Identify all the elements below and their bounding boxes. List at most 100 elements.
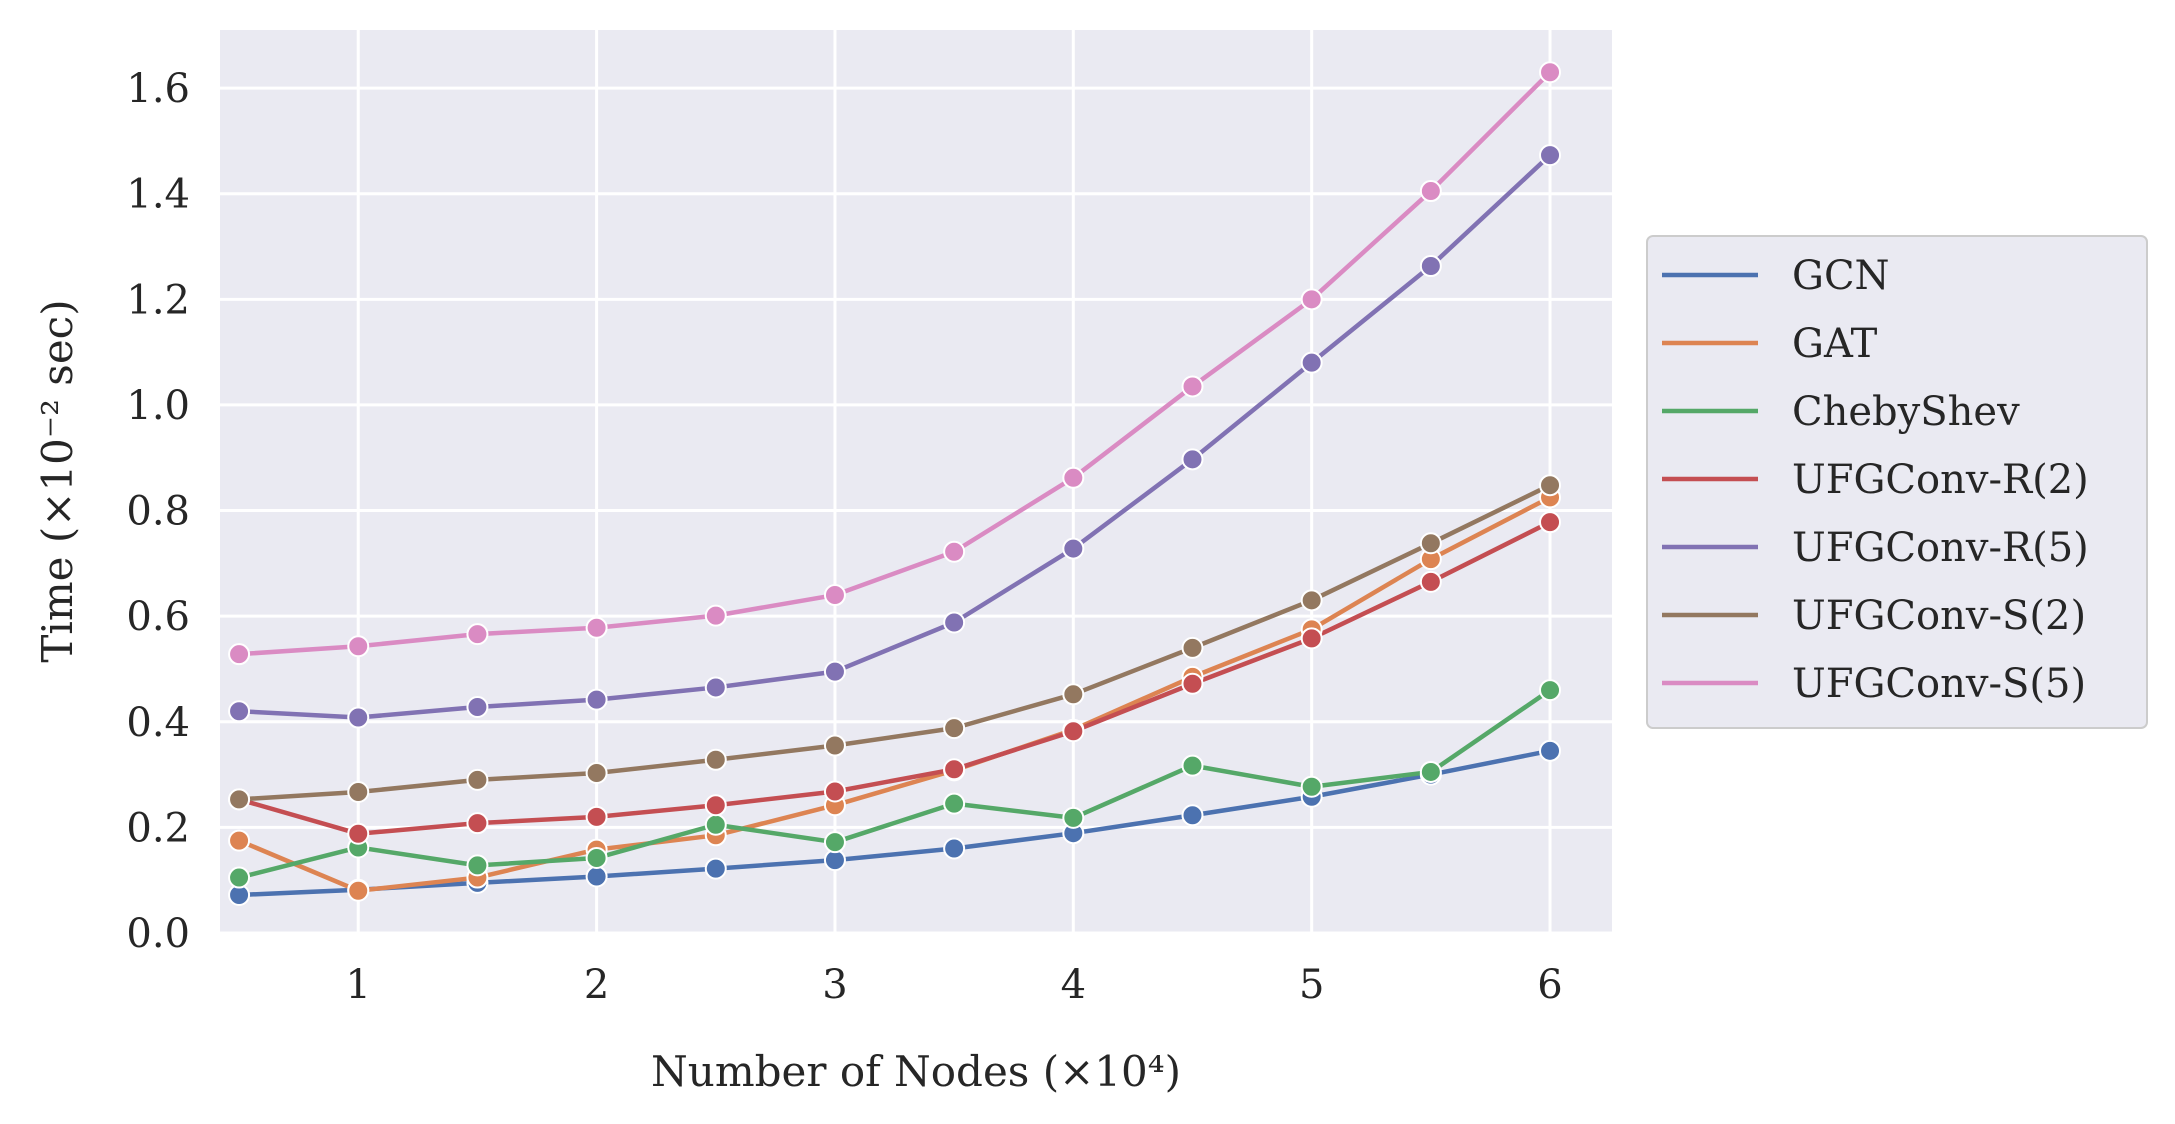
series-line-4: [236, 152, 1553, 720]
data-point: [1062, 537, 1085, 560]
data-point: [1539, 61, 1562, 84]
data-point: [1539, 511, 1562, 534]
data-point: [347, 635, 370, 658]
y-axis-ticks: 0.0 0.2 0.4 0.6 0.8 1.0 1.2 1.4 1.6: [126, 66, 190, 957]
data-point: [704, 813, 727, 836]
data-point: [823, 831, 846, 854]
data-point: [585, 847, 608, 870]
y-tick-label: 0.0: [126, 911, 190, 957]
data-point: [943, 717, 966, 740]
series-line-2: [236, 687, 1553, 880]
series-line-0: [236, 748, 1553, 898]
x-axis-label: Number of Nodes (×10⁴): [651, 1047, 1181, 1096]
data-point: [347, 879, 370, 902]
data-point: [228, 643, 251, 666]
data-point: [228, 788, 251, 811]
data-point: [585, 865, 608, 888]
legend-label: ChebyShev: [1792, 389, 2020, 435]
x-tick-label: 2: [584, 962, 609, 1008]
series-line-5: [236, 482, 1553, 802]
x-tick-label: 6: [1537, 962, 1562, 1008]
data-point: [1300, 627, 1323, 650]
data-point: [704, 857, 727, 880]
data-point: [1300, 288, 1323, 311]
data-point: [228, 866, 251, 889]
data-point: [1181, 672, 1204, 695]
legend-label: GAT: [1792, 321, 1878, 367]
data-point: [943, 837, 966, 860]
data-point: [1181, 375, 1204, 398]
y-tick-label: 0.4: [126, 700, 190, 746]
data-point: [347, 781, 370, 804]
legend-frame: [1646, 235, 2148, 729]
series-line-1: [236, 495, 1553, 894]
y-axis-label: Time (×10⁻² sec): [33, 299, 82, 662]
data-point: [943, 758, 966, 781]
x-tick-label: 3: [822, 962, 847, 1008]
data-point: [1062, 720, 1085, 743]
data-point: [943, 792, 966, 815]
legend-label: UFGConv-S(2): [1792, 593, 2086, 639]
data-point: [1300, 589, 1323, 612]
data-point: [943, 611, 966, 634]
data-point: [1181, 754, 1204, 777]
data-point: [1419, 570, 1442, 593]
data-point: [823, 780, 846, 803]
data-point: [466, 623, 489, 646]
data-point: [1419, 532, 1442, 555]
data-point: [1419, 760, 1442, 783]
data-point: [585, 761, 608, 784]
series-line-3: [236, 519, 1553, 836]
data-point: [823, 734, 846, 757]
data-point: [466, 854, 489, 877]
data-point: [1539, 739, 1562, 762]
data-point: [704, 748, 727, 771]
series-lines: [236, 69, 1553, 898]
data-point: [1300, 775, 1323, 798]
data-point: [943, 540, 966, 563]
plot-background: [220, 30, 1612, 933]
data-point: [585, 688, 608, 711]
data-point: [1539, 474, 1562, 497]
series-markers: [228, 61, 1562, 906]
data-point: [1300, 351, 1323, 374]
legend-label: UFGConv-R(5): [1792, 525, 2089, 571]
data-point: [228, 700, 251, 723]
data-point: [585, 616, 608, 639]
x-tick-label: 4: [1061, 962, 1086, 1008]
data-point: [823, 660, 846, 683]
data-point: [466, 812, 489, 835]
y-tick-label: 0.8: [126, 489, 190, 535]
data-point: [1419, 255, 1442, 278]
data-point: [1181, 636, 1204, 659]
y-tick-label: 1.0: [126, 383, 190, 429]
series-line-6: [236, 69, 1553, 657]
data-point: [228, 829, 251, 852]
data-point: [347, 706, 370, 729]
data-point: [704, 794, 727, 817]
data-point: [347, 822, 370, 845]
x-tick-label: 5: [1299, 962, 1324, 1008]
data-point: [704, 604, 727, 627]
data-point: [466, 695, 489, 718]
data-point: [1062, 806, 1085, 829]
data-point: [704, 676, 727, 699]
legend-label: UFGConv-S(5): [1792, 661, 2086, 707]
y-tick-label: 1.2: [126, 277, 190, 323]
y-tick-label: 0.6: [126, 594, 190, 640]
x-tick-label: 1: [346, 962, 371, 1008]
legend-label: GCN: [1792, 253, 1890, 299]
legend-label: UFGConv-R(2): [1792, 457, 2089, 503]
data-point: [1181, 448, 1204, 471]
y-tick-label: 1.4: [126, 172, 190, 218]
data-point: [1062, 466, 1085, 489]
data-point: [1181, 804, 1204, 827]
data-point: [1062, 683, 1085, 706]
x-axis-ticks: 1 2 3 4 5 6: [346, 962, 1563, 1008]
y-tick-label: 1.6: [126, 66, 190, 112]
y-tick-label: 0.2: [126, 805, 190, 851]
data-point: [823, 584, 846, 607]
data-point: [1419, 180, 1442, 203]
data-point: [585, 805, 608, 828]
